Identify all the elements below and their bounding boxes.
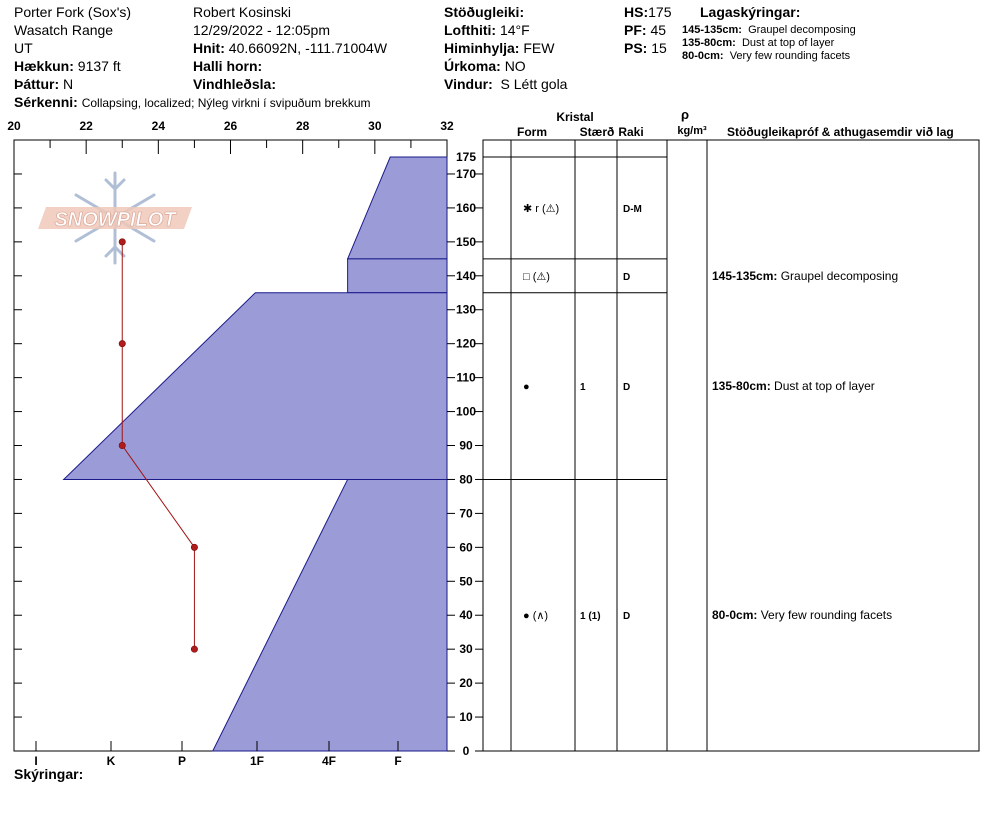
height-tick-label: 130	[456, 303, 476, 317]
elevation: Hækkun: 9137 ft	[14, 58, 121, 74]
layer-notes: 145-135cm: Graupel decomposing 135-80cm:…	[682, 24, 856, 63]
sky-cover: Himinhylja: FEW	[444, 40, 555, 56]
hardness-layer	[346, 156, 448, 260]
height-tick-label: 10	[459, 710, 473, 724]
temperature-point	[190, 645, 198, 653]
layer-note: 135-80cm: Dust at top of layer	[682, 37, 835, 49]
hardness-tick-label: 4F	[322, 754, 336, 768]
height-tick-label: 160	[456, 201, 476, 215]
density-unit: kg/m³	[677, 125, 707, 137]
wind-loading: Vindhleðsla:	[193, 76, 276, 92]
height-tick-label: 140	[456, 269, 476, 283]
hardness-tick-label: 1F	[250, 754, 264, 768]
crystal-header: Kristal	[556, 110, 593, 124]
notes-label: Skýringar:	[14, 766, 84, 782]
temp-tick-label: 30	[368, 119, 382, 133]
temp-tick-label: 26	[224, 119, 238, 133]
slope-angle: Halli horn:	[193, 58, 263, 74]
site-name: Porter Fork (Sox's)	[14, 4, 132, 20]
foot-penetration: PF: 45	[624, 22, 667, 38]
temperature-point	[118, 340, 126, 348]
layer-grain-size: 1 (1)	[580, 611, 601, 622]
height-tick-label: 40	[459, 608, 473, 622]
layer-note: 80-0cm: Very few rounding facets	[682, 50, 851, 62]
height-tick-label: 30	[459, 642, 473, 656]
hardness-tick-label: K	[107, 754, 116, 768]
stability: Stöðugleiki:	[444, 4, 525, 20]
density-symbol: ρ	[681, 107, 689, 122]
layer-comment: 135-80cm: Dust at top of layer	[712, 379, 875, 393]
hardness-tick-label: F	[394, 754, 401, 768]
height-tick-label: 20	[459, 676, 473, 690]
temp-tick-label: 24	[152, 119, 166, 133]
layer-moisture: D	[623, 611, 630, 622]
temperature-point	[118, 238, 126, 246]
height-tick-label: 90	[459, 439, 473, 453]
comments-header: Stöðugleikapróf & athugasemdir við lag	[727, 125, 954, 139]
snow-height: HS:175	[624, 4, 672, 20]
layer-grain-form: ●	[523, 381, 530, 393]
snowpilot-logo: SNOWPILOT	[38, 171, 192, 265]
hardness-layer	[347, 258, 448, 294]
hardness-layer	[62, 292, 448, 480]
layer-grain-form: □ (⚠)	[523, 271, 550, 283]
moisture-header: Raki	[618, 125, 643, 139]
temp-tick-label: 28	[296, 119, 310, 133]
height-tick-label: 50	[459, 574, 473, 588]
ski-penetration: PS: 15	[624, 40, 667, 56]
observation-datetime: 12/29/2022 - 12:05pm	[193, 22, 330, 38]
aspect: Þáttur: N	[14, 76, 74, 92]
temp-tick-label: 20	[7, 119, 21, 133]
wind: Vindur: S Létt gola	[444, 76, 568, 92]
height-tick-label: 175	[456, 150, 476, 164]
layer-comment: 145-135cm: Graupel decomposing	[712, 269, 898, 283]
layer-comment: 80-0cm: Very few rounding facets	[712, 608, 892, 622]
layer-moisture: D	[623, 382, 630, 393]
layer-grain-form: ✱ r (⚠)	[523, 203, 559, 215]
hardness-layer	[211, 478, 448, 752]
form-header: Form	[517, 125, 547, 139]
state-name: UT	[14, 40, 33, 56]
height-tick-label: 0	[463, 744, 470, 758]
temp-tick-label: 22	[79, 119, 93, 133]
hardness-tick-label: P	[178, 754, 186, 768]
height-tick-label: 100	[456, 405, 476, 419]
layer-moisture: D-M	[623, 204, 642, 215]
height-tick-label: 80	[459, 472, 473, 486]
height-tick-label: 170	[456, 167, 476, 181]
height-tick-label: 70	[459, 506, 473, 520]
range-name: Wasatch Range	[14, 22, 114, 38]
height-tick-label: 150	[456, 235, 476, 249]
layer-notes-title: Lagaskýringar:	[700, 4, 801, 20]
layer-grain-size: 1	[580, 382, 586, 393]
layer-moisture: D	[623, 272, 630, 283]
coordinates: Hnit: 40.66092N, -111.71004W	[193, 40, 388, 56]
height-tick-label: 60	[459, 540, 473, 554]
svg-text:SNOWPILOT: SNOWPILOT	[54, 209, 177, 231]
layer-grain-form: ● (∧)	[523, 610, 548, 622]
height-tick-label: 110	[456, 371, 476, 385]
features: Sérkenni: Collapsing, localized; Nýleg v…	[14, 94, 371, 110]
layer-note: 145-135cm: Graupel decomposing	[682, 24, 856, 36]
air-temperature: Lofthiti: 14°F	[444, 22, 530, 38]
temperature-point	[190, 543, 198, 551]
observer-name: Robert Kosinski	[193, 4, 292, 20]
layer-table-frame	[482, 139, 980, 752]
temp-tick-label: 32	[440, 119, 454, 133]
height-tick-label: 120	[456, 337, 476, 351]
temperature-point	[118, 442, 126, 450]
size-header: Stærð	[580, 125, 615, 139]
precipitation: Úrkoma: NO	[444, 58, 526, 74]
hardness-tick-label: I	[34, 754, 37, 768]
